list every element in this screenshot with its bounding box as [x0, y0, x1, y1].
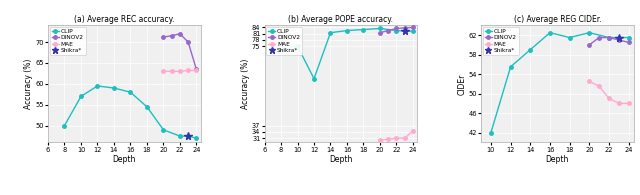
X-axis label: Depth: Depth — [113, 155, 136, 164]
Title: (c) Average REG CIDEr.: (c) Average REG CIDEr. — [513, 15, 601, 24]
X-axis label: Depth: Depth — [329, 155, 353, 164]
Legend: CLIP, DINOV2, MAE, Shikra*: CLIP, DINOV2, MAE, Shikra* — [266, 27, 302, 55]
Y-axis label: Accuracy (%): Accuracy (%) — [24, 59, 33, 109]
Title: (b) Average POPE accuracy.: (b) Average POPE accuracy. — [288, 15, 394, 24]
Legend: CLIP, DINOV2, MAE, Shikra*: CLIP, DINOV2, MAE, Shikra* — [483, 27, 518, 55]
Legend: CLIP, DINOV2, MAE, Shikra*: CLIP, DINOV2, MAE, Shikra* — [50, 27, 86, 55]
X-axis label: Depth: Depth — [546, 155, 569, 164]
Title: (a) Average REC accuracy.: (a) Average REC accuracy. — [74, 15, 175, 24]
Y-axis label: CIDEr: CIDEr — [458, 73, 467, 95]
Y-axis label: Accuracy (%): Accuracy (%) — [241, 59, 250, 109]
